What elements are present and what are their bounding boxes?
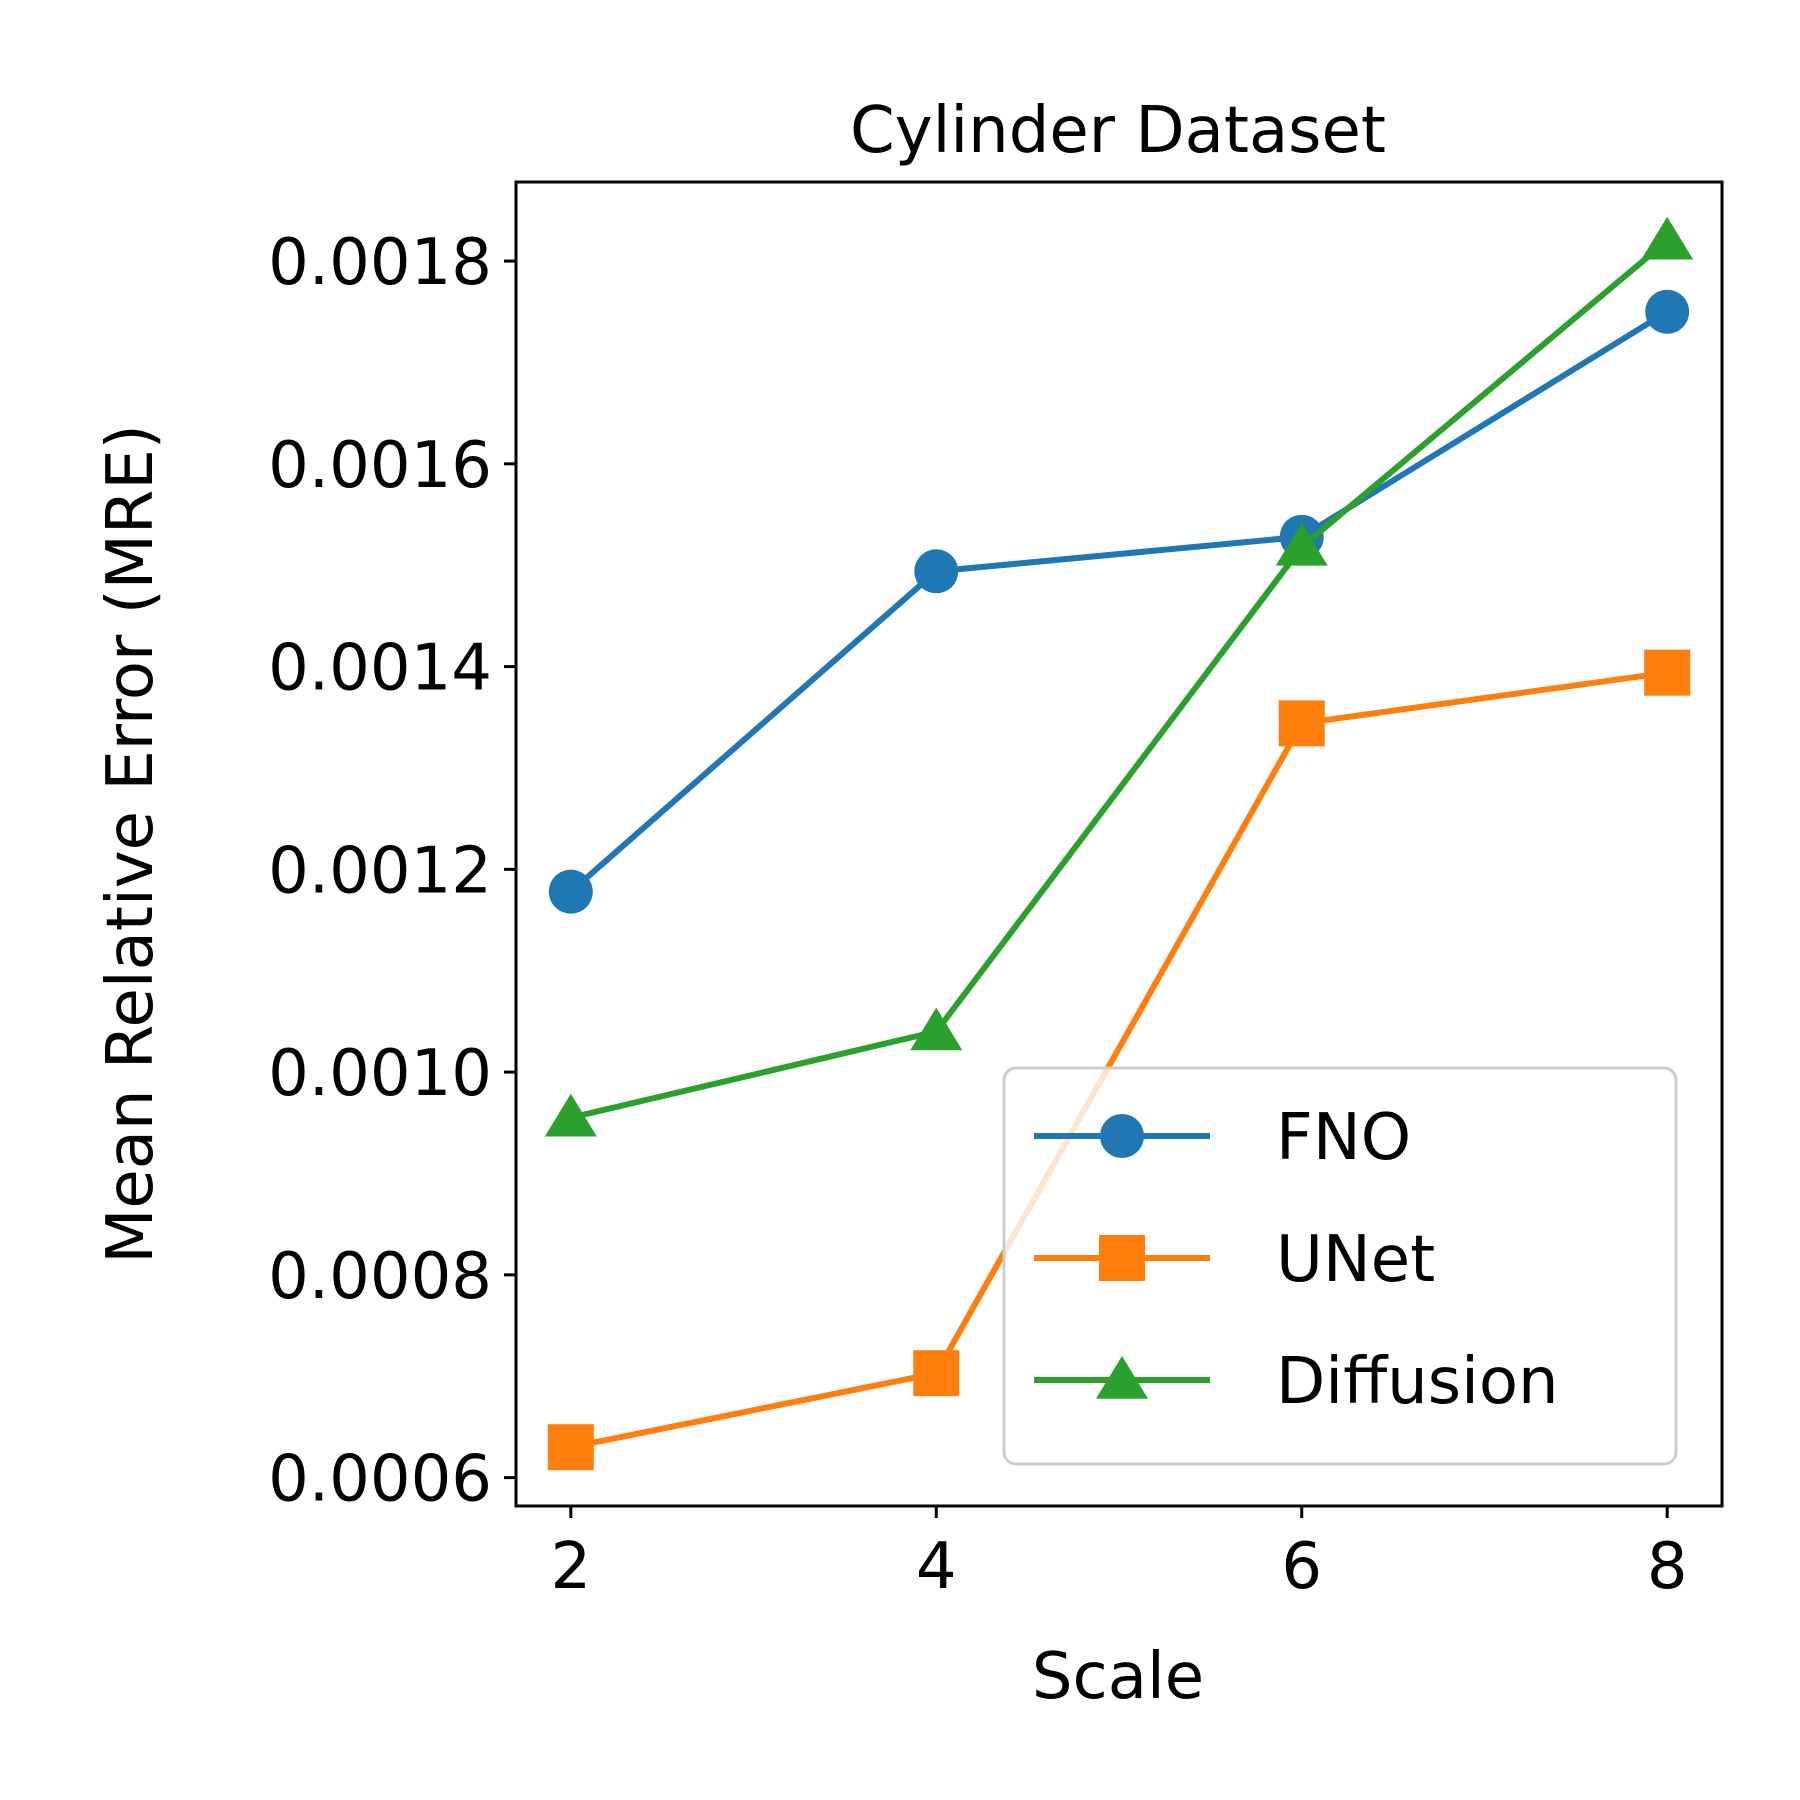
- series-line-diffusion: [567, 237, 1671, 1121]
- x-tick-label: 2: [550, 1530, 591, 1604]
- series-line-fno: [567, 308, 1671, 895]
- y-axis-label: Mean Relative Error (MRE): [94, 424, 168, 1264]
- legend-item-unet: UNet: [1034, 1223, 1435, 1297]
- legend-label: Diffusion: [1276, 1345, 1559, 1419]
- series-unet: [547, 649, 1691, 1471]
- x-axis: 2 4 6 8: [550, 1506, 1688, 1604]
- y-tick-label: 0.0008: [268, 1240, 492, 1314]
- x-tick-label: 8: [1647, 1530, 1688, 1604]
- data-point-diffusion: [1641, 216, 1694, 260]
- y-tick-label: 0.0014: [268, 632, 492, 706]
- plot-frame: [514, 180, 1724, 1508]
- legend-label: UNet: [1276, 1223, 1435, 1297]
- data-point-unet: [1278, 700, 1325, 747]
- legend: FNO UNet Diffusion: [1002, 1066, 1678, 1466]
- legend-item-diffusion: Diffusion: [1034, 1345, 1559, 1419]
- x-axis-label: Scale: [1032, 1640, 1204, 1714]
- plot-area: [514, 180, 1724, 1508]
- data-point-fno: [914, 549, 959, 594]
- legend-label: FNO: [1276, 1101, 1411, 1175]
- legend-marker-circle: [1100, 1114, 1144, 1158]
- data-point-fno: [1645, 289, 1690, 334]
- legend-marker-triangle: [1096, 1356, 1148, 1399]
- series-line-unet: [567, 669, 1671, 1451]
- y-tick-label: 0.0010: [268, 1037, 492, 1111]
- series-diffusion: [544, 216, 1694, 1137]
- data-point-fno: [548, 869, 593, 914]
- x-tick-label: 4: [916, 1530, 957, 1604]
- legend-box: [1002, 1066, 1678, 1466]
- y-tick-label: 0.0016: [268, 429, 492, 503]
- data-point-unet: [547, 1424, 594, 1471]
- y-tick-label: 0.0018: [268, 226, 492, 300]
- legend-marker-square: [1099, 1235, 1145, 1281]
- y-tick-label: 0.0012: [268, 834, 492, 908]
- data-point-diffusion: [544, 1093, 597, 1137]
- data-point-diffusion: [910, 1007, 963, 1051]
- data-point-unet: [913, 1350, 960, 1397]
- x-tick-label: 6: [1281, 1530, 1322, 1604]
- y-tick-label: 0.0006: [268, 1443, 492, 1517]
- y-axis: 0.0006 0.0008 0.0010 0.0012 0.0014 0.0016 0.00…: [268, 226, 516, 1517]
- data-point-diffusion: [1275, 522, 1328, 566]
- series-layer: [544, 216, 1694, 1471]
- chart-title: Cylinder Dataset: [850, 94, 1386, 168]
- data-point-unet: [1644, 649, 1691, 696]
- legend-item-fno: FNO: [1034, 1101, 1411, 1175]
